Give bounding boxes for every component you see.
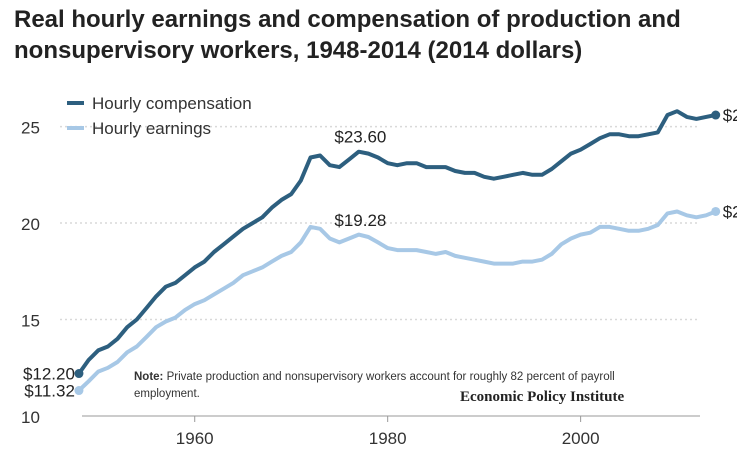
y-tick-label: 20	[21, 215, 40, 234]
data-label: $25.6	[723, 106, 737, 125]
y-tick-label: 25	[21, 119, 40, 138]
chart-title: Real hourly earnings and compensation of…	[14, 6, 681, 64]
data-point	[711, 110, 721, 120]
series-line-compensation	[76, 109, 718, 376]
legend-label: Hourly earnings	[92, 119, 211, 138]
note-label: Note:	[134, 371, 164, 383]
data-label: $19.28	[334, 211, 386, 230]
data-label: $12.20	[23, 365, 75, 384]
chart-note: Note: Private production and nonsupervis…	[134, 369, 674, 403]
data-point	[74, 369, 84, 379]
y-tick-label: 15	[21, 312, 40, 331]
data-label: $23.60	[334, 128, 386, 147]
series-line-earnings	[76, 209, 718, 393]
data-point	[74, 386, 84, 396]
data-label: $11.32	[24, 382, 75, 401]
x-tick-label: 1960	[176, 429, 214, 448]
x-tick-label: 2000	[562, 429, 600, 448]
y-tick-label: 10	[21, 408, 40, 427]
data-point	[711, 206, 721, 216]
note-text: Private production and nonsupervisory wo…	[134, 371, 615, 400]
source-logo: Economic Policy Institute	[460, 389, 625, 405]
x-tick-label: 1980	[369, 429, 407, 448]
data-label: $20.6	[723, 202, 737, 221]
legend-label: Hourly compensation	[92, 94, 252, 113]
